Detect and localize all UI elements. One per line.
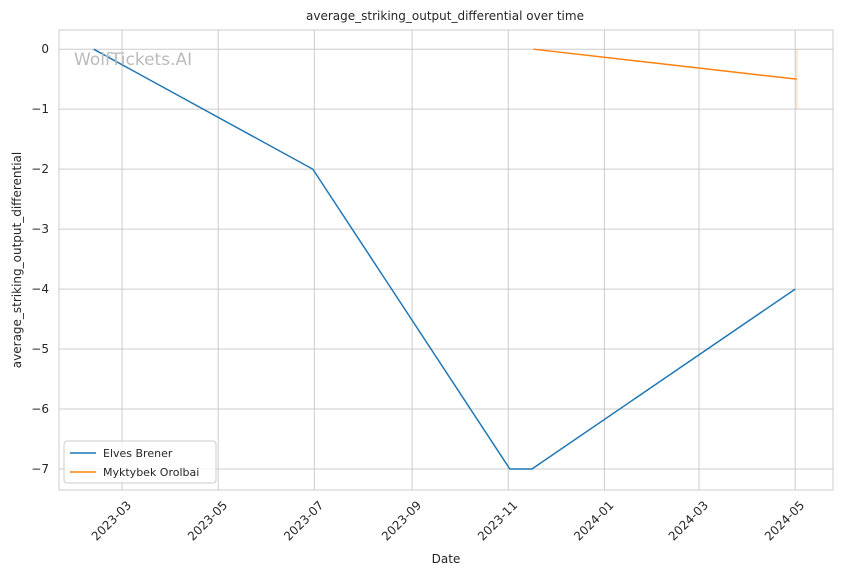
x-tick-label: 2024-03 [666, 498, 711, 543]
plot-area-frame [58, 29, 834, 491]
series-line-myktybek-orolbai [533, 48, 797, 80]
y-tick-label: −4 [31, 282, 49, 296]
y-tick-label: −7 [31, 462, 49, 476]
legend-label-elves-brener: Elves Brener [103, 447, 173, 460]
y-tick-label: −2 [31, 162, 49, 176]
x-tick-label: 2023-03 [89, 498, 134, 543]
x-tick-label: 2024-01 [571, 498, 616, 543]
x-tick-label: 2023-05 [185, 498, 230, 543]
x-tick-label: 2024-05 [762, 498, 807, 543]
y-tick-label: −1 [31, 102, 49, 116]
y-tick-label: −6 [31, 402, 49, 416]
x-tick-label: 2023-11 [475, 498, 520, 543]
chart-title: average_striking_output_differential ove… [306, 9, 584, 23]
y-axis-label: average_striking_output_differential [10, 152, 24, 368]
y-tick-label: 0 [41, 42, 49, 56]
x-axis-label: Date [432, 552, 461, 566]
watermark: WolfTickets.AI [74, 50, 192, 70]
y-tick-label: −5 [31, 342, 49, 356]
legend-label-myktybek-orolbai: Myktybek Orolbai [103, 466, 199, 479]
y-tick-label: −3 [31, 222, 49, 236]
x-tick-label: 2023-07 [281, 498, 326, 543]
series-line-elves-brener [93, 48, 796, 470]
x-tick-label: 2023-09 [379, 498, 424, 543]
legend: Elves Brener Myktybek Orolbai [63, 440, 217, 484]
